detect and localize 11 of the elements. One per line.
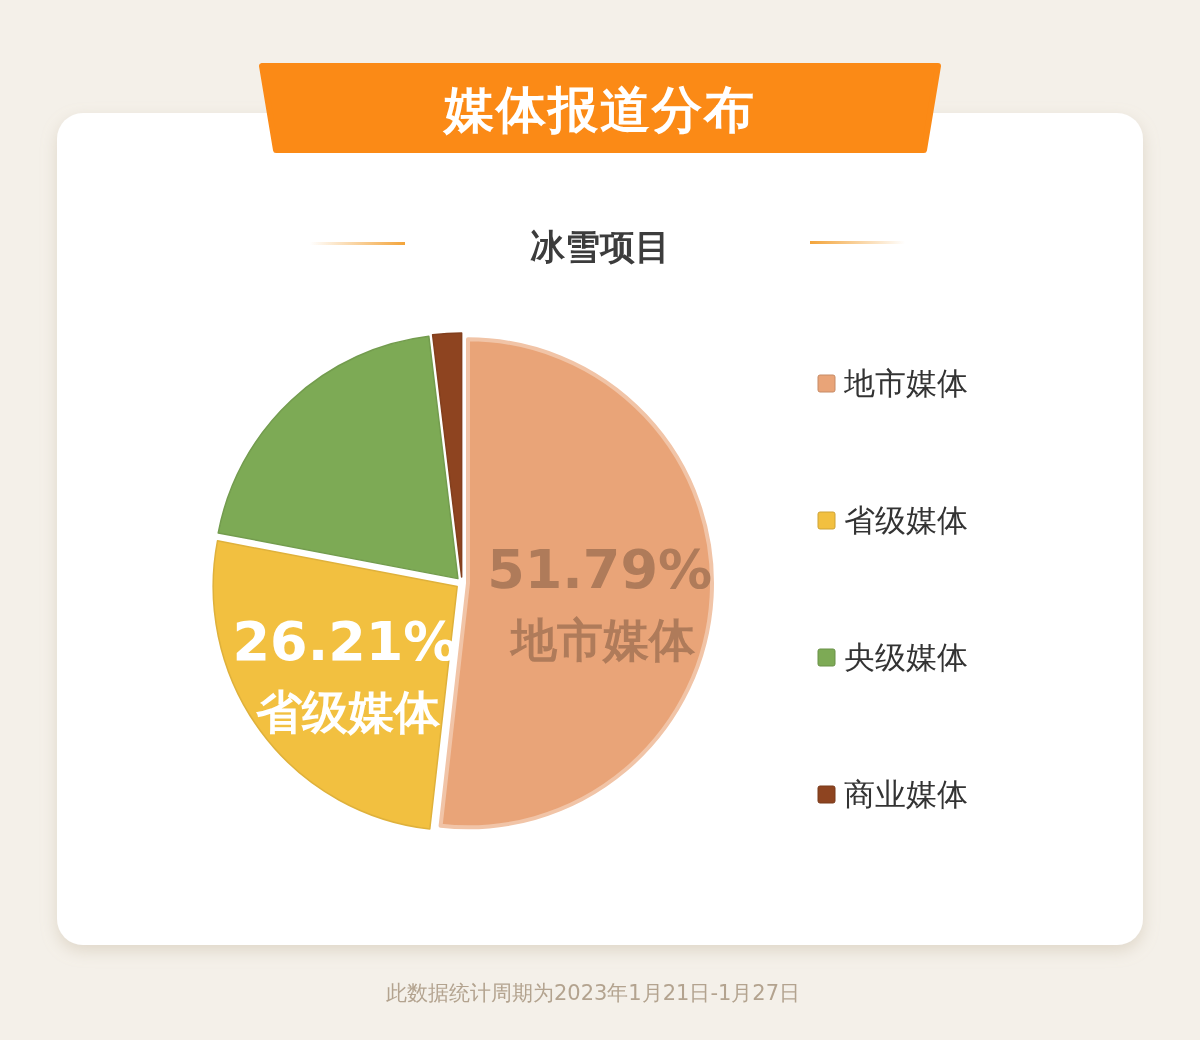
chart-subtitle: 冰雪项目 bbox=[530, 227, 670, 267]
data-label: 51.79% bbox=[487, 538, 713, 602]
slice-label: 地市媒体 bbox=[508, 613, 696, 668]
legend-label: 商业媒体 bbox=[844, 776, 968, 812]
text: 此数据统计周期为2023年1月21日-1月27日 bbox=[385, 981, 801, 1005]
data-label: 26.21% bbox=[232, 609, 458, 673]
chart-title: 媒体报道分布 bbox=[442, 81, 756, 139]
legend-label: 地市媒体 bbox=[843, 365, 968, 401]
legend-label: 省级媒体 bbox=[844, 502, 968, 538]
legend-label: 央级媒体 bbox=[844, 639, 968, 675]
slice-label: 省级媒体 bbox=[255, 684, 442, 739]
